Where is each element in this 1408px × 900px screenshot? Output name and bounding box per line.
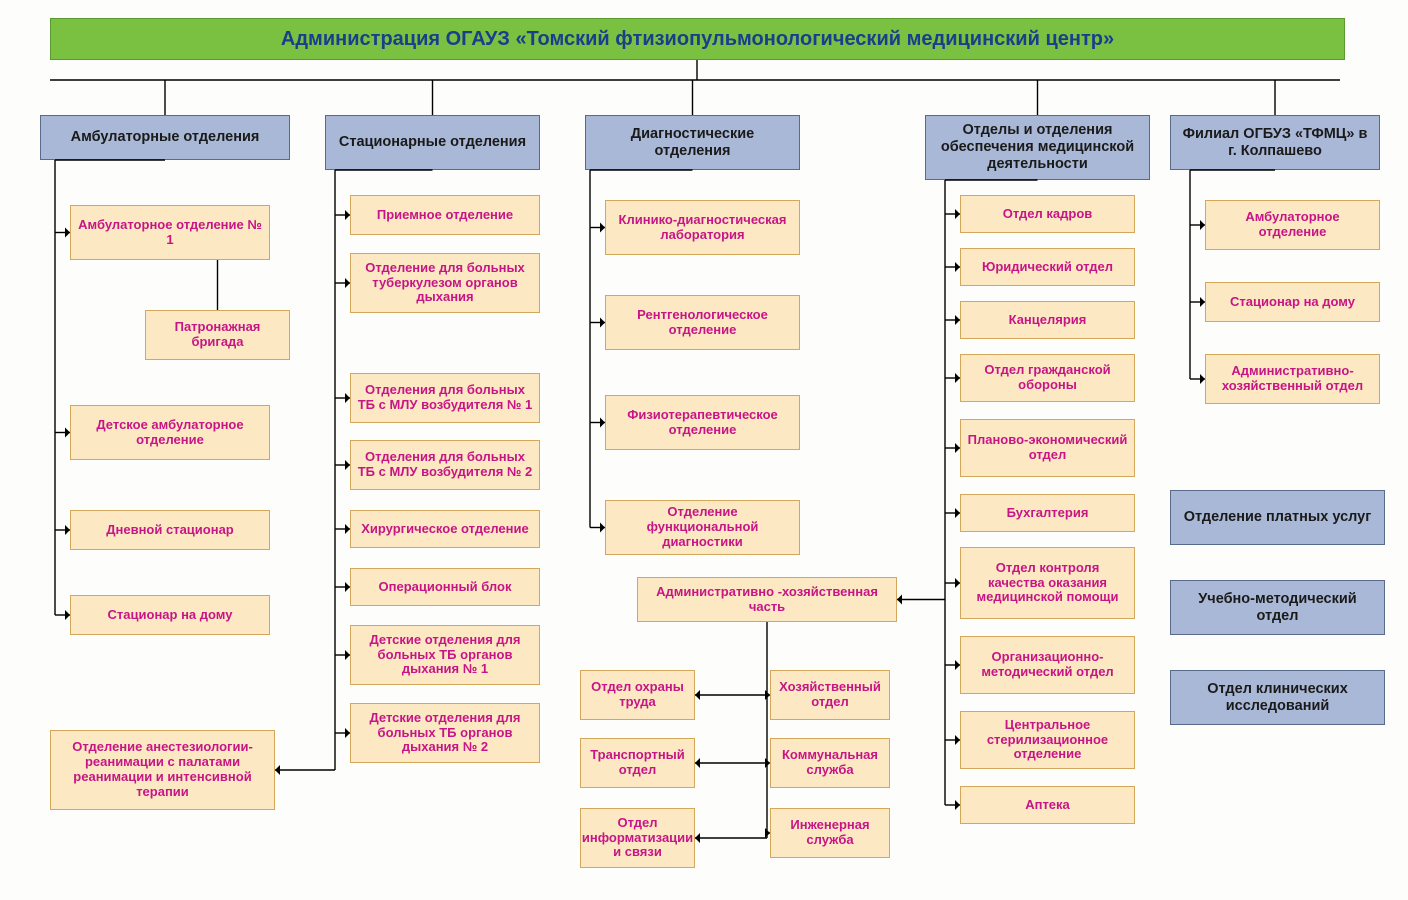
header-h3: Диагностические отделения [585,115,800,170]
box-c2d-label: Отделения для больных ТБ с МЛУ возбудите… [357,450,533,480]
box-c1c: Детское амбулаторное отделение [70,405,270,460]
box-c2h: Детские отделения для больных ТБ органов… [350,703,540,763]
box-c4f-label: Бухгалтерия [1007,506,1089,521]
box-c4g-label: Отдел контроля качества оказания медицин… [967,561,1128,606]
box-c1a-label: Амбулаторное отделение № 1 [77,218,263,248]
box-c3b: Рентгенологическое отделение [605,295,800,350]
box-c2f: Операционный блок [350,568,540,606]
box-c4i-label: Центральное стерилизационное отделение [967,718,1128,763]
box-c5b: Стационар на дому [1205,282,1380,322]
header-h2-label: Стационарные отделения [339,134,526,151]
box-c1b-label: Патронажная бригада [152,320,283,350]
box-ar3-label: Инженерная служба [777,818,883,848]
box-c1d-label: Дневной стационар [106,523,234,538]
box-al2-label: Транспортный отдел [587,748,688,778]
header-h4-label: Отделы и отделения обеспечения медицинск… [932,122,1143,172]
box-c5b-label: Стационар на дому [1230,295,1355,310]
box-c4a: Отдел кадров [960,195,1135,233]
header-h5: Филиал ОГБУЗ «ТФМЦ» в г. Колпашево [1170,115,1380,170]
box-ar1: Хозяйственный отдел [770,670,890,720]
box-c2b: Отделение для больных туберкулезом орган… [350,253,540,313]
header-h2: Стационарные отделения [325,115,540,170]
box-c4c-label: Канцелярия [1009,313,1087,328]
header-h4: Отделы и отделения обеспечения медицинск… [925,115,1150,180]
box-c4j: Аптека [960,786,1135,824]
box-c2b-label: Отделение для больных туберкулезом орган… [357,261,533,306]
header-h3-label: Диагностические отделения [592,126,793,159]
title-bar-label: Администрация ОГАУЗ «Томский фтизиопульм… [281,28,1114,51]
box-ar2-label: Коммунальная служба [777,748,883,778]
header-h5-label: Филиал ОГБУЗ «ТФМЦ» в г. Колпашево [1177,126,1373,159]
box-s3: Отдел клинических исследований [1170,670,1385,725]
box-resus: Отделение анестезиологии-реанимации с па… [50,730,275,810]
box-s1-label: Отделение платных услуг [1184,509,1372,526]
box-c4d-label: Отдел гражданской обороны [967,363,1128,393]
box-c2a-label: Приемное отделение [377,208,513,223]
box-s1: Отделение платных услуг [1170,490,1385,545]
box-c2g-label: Детские отделения для больных ТБ органов… [357,633,533,678]
box-c4a-label: Отдел кадров [1003,207,1093,222]
box-c3a-label: Клинико-диагностическая лаборатория [612,213,793,243]
box-c5c: Административно-хозяйственный отдел [1205,354,1380,404]
box-c5a: Амбулаторное отделение [1205,200,1380,250]
box-c2f-label: Операционный блок [379,580,512,595]
box-c5c-label: Административно-хозяйственный отдел [1212,364,1373,394]
box-c2c-label: Отделения для больных ТБ с МЛУ возбудите… [357,383,533,413]
box-ar3: Инженерная служба [770,808,890,858]
box-c4e-label: Планово-экономический отдел [967,433,1128,463]
box-resus-label: Отделение анестезиологии-реанимации с па… [57,740,268,800]
box-c2a: Приемное отделение [350,195,540,235]
box-c1c-label: Детское амбулаторное отделение [77,418,263,448]
box-c1a: Амбулаторное отделение № 1 [70,205,270,260]
box-al3-label: Отдел информатизации и связи [582,816,693,861]
box-c3c-label: Физиотерапевтическое отделение [612,408,793,438]
box-al1-label: Отдел охраны труда [587,680,688,710]
box-c3d-label: Отделение функциональной диагностики [612,505,793,550]
box-s2-label: Учебно-методический отдел [1177,591,1378,624]
box-c3a: Клинико-диагностическая лаборатория [605,200,800,255]
header-h1-label: Амбулаторные отделения [71,129,260,146]
box-al3: Отдел информатизации и связи [580,808,695,868]
box-c2c: Отделения для больных ТБ с МЛУ возбудите… [350,373,540,423]
box-c4g: Отдел контроля качества оказания медицин… [960,547,1135,619]
box-s2: Учебно-методический отдел [1170,580,1385,635]
box-c4b-label: Юридический отдел [982,260,1113,275]
box-s3-label: Отдел клинических исследований [1177,681,1378,714]
box-c2d: Отделения для больных ТБ с МЛУ возбудите… [350,440,540,490]
box-c4e: Планово-экономический отдел [960,419,1135,477]
box-c4c: Канцелярия [960,301,1135,339]
box-admin-hub: Административно -хозяйственная часть [637,577,897,622]
box-c1e-label: Стационар на дому [108,608,233,623]
box-al2: Транспортный отдел [580,738,695,788]
box-c4f: Бухгалтерия [960,494,1135,532]
box-c2e: Хирургическое отделение [350,510,540,548]
box-c4j-label: Аптека [1025,798,1070,813]
box-c4h: Организационно-методический отдел [960,636,1135,694]
box-c1e: Стационар на дому [70,595,270,635]
box-c1d: Дневной стационар [70,510,270,550]
box-c2g: Детские отделения для больных ТБ органов… [350,625,540,685]
box-c4h-label: Организационно-методический отдел [967,650,1128,680]
box-c5a-label: Амбулаторное отделение [1212,210,1373,240]
box-c3d: Отделение функциональной диагностики [605,500,800,555]
box-admin-hub-label: Административно -хозяйственная часть [644,585,890,615]
box-al1: Отдел охраны труда [580,670,695,720]
box-c4d: Отдел гражданской обороны [960,354,1135,402]
box-c4b: Юридический отдел [960,248,1135,286]
box-c4i: Центральное стерилизационное отделение [960,711,1135,769]
title-bar: Администрация ОГАУЗ «Томский фтизиопульм… [50,18,1345,60]
header-h1: Амбулаторные отделения [40,115,290,160]
box-c3c: Физиотерапевтическое отделение [605,395,800,450]
box-c3b-label: Рентгенологическое отделение [612,308,793,338]
box-ar1-label: Хозяйственный отдел [777,680,883,710]
box-ar2: Коммунальная служба [770,738,890,788]
box-c1b: Патронажная бригада [145,310,290,360]
box-c2h-label: Детские отделения для больных ТБ органов… [357,711,533,756]
box-c2e-label: Хирургическое отделение [361,522,528,537]
